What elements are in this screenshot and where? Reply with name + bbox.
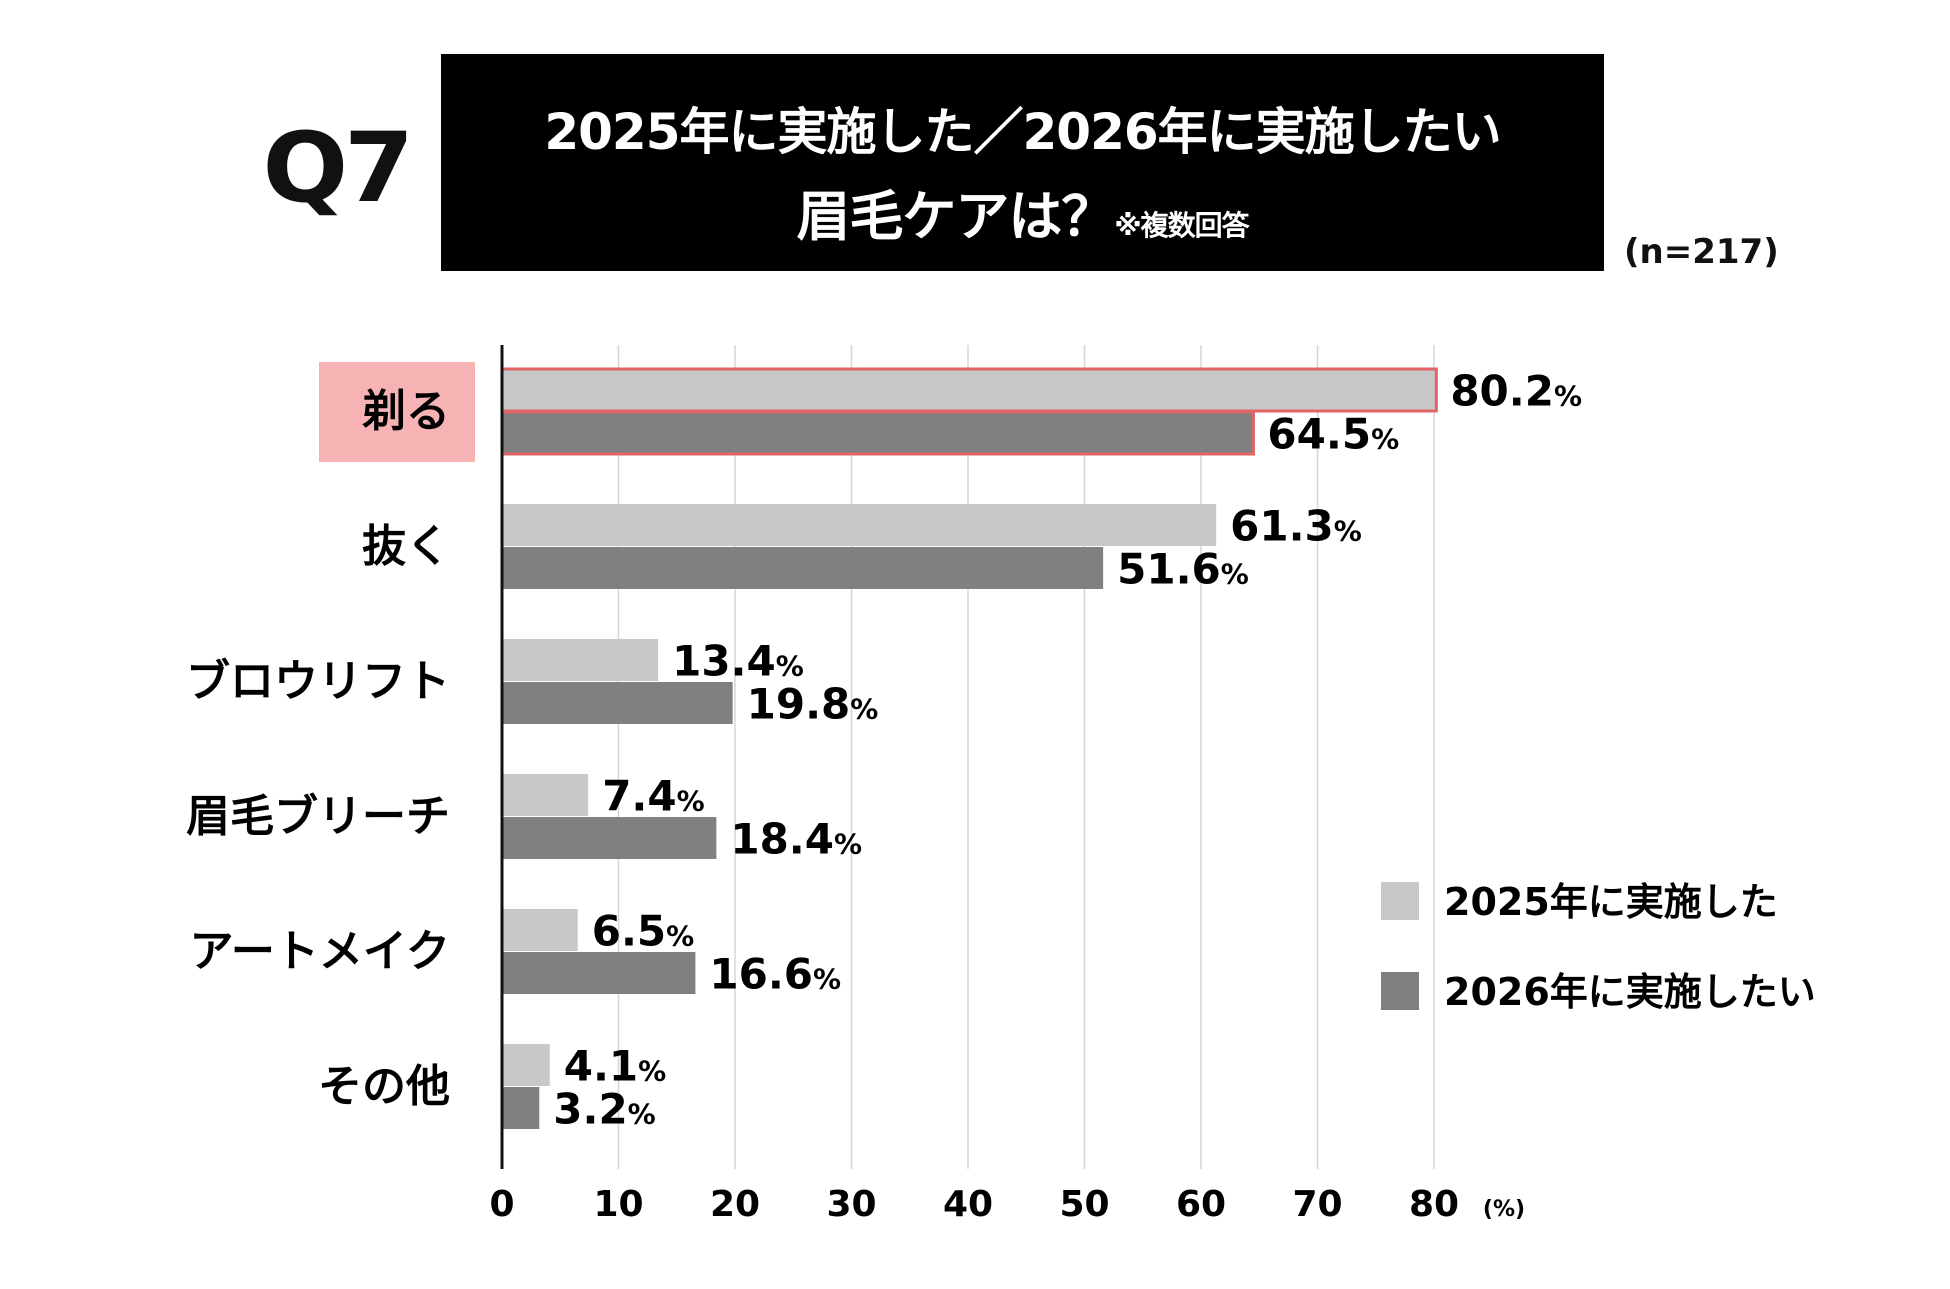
x-tick-label: 30 [826,1184,876,1225]
data-label: 80.2% [1450,367,1582,416]
data-label: 18.4% [730,815,862,864]
category-label: ブロウリフト [186,656,450,707]
bar-2025 [502,909,578,951]
data-label: 3.2% [553,1085,655,1134]
data-label: 4.1% [564,1042,666,1091]
x-tick-label: 80 [1409,1184,1459,1225]
category-label: 眉毛ブリーチ [186,791,450,842]
bar-2025 [502,639,659,681]
title-line1: 2025年に実施した／2026年に実施したい [544,103,1501,161]
bar-2025 [502,504,1217,546]
data-label: 6.5% [592,907,694,956]
x-tick-label: 40 [943,1184,993,1225]
bar-2026 [502,682,733,724]
bar-2026 [502,817,717,859]
bar-2026 [502,547,1104,589]
bar-2025 [500,367,1438,413]
data-label: 64.5% [1267,410,1399,459]
category-label: アートメイク [190,926,450,977]
question-number: Q7 [262,112,414,224]
category-label: その他 [318,1061,450,1112]
data-label: 61.3% [1230,502,1362,551]
legend-label: 2026年に実施したい [1444,970,1816,1014]
bar-2025 [502,774,589,816]
x-tick-label: 50 [1059,1184,1109,1225]
data-label: 13.4% [672,637,804,686]
x-tick-label: 70 [1292,1184,1342,1225]
x-tick-label: 60 [1176,1184,1226,1225]
title-box: 2025年に実施した／2026年に実施したい 眉毛ケアは？※複数回答 [441,54,1604,271]
category-label: 抜く [362,521,450,572]
data-label: 16.6% [709,950,841,999]
category-label: 剃る [362,386,450,437]
title-line2-wrap: 眉毛ケアは？※複数回答 [441,172,1604,251]
x-tick-label: 10 [593,1184,643,1225]
bar-2026 [502,1087,540,1129]
legend-label: 2025年に実施した [1444,880,1778,924]
x-unit: (%) [1483,1197,1525,1222]
data-label: 7.4% [602,772,704,821]
bar-2026 [502,952,696,994]
legend-swatch [1381,882,1419,920]
bar-2026 [500,410,1255,456]
x-tick-label: 0 [489,1184,514,1225]
highlight-label-bg [319,362,475,462]
sample-size: (n=217) [1624,232,1779,272]
legend-swatch [1381,972,1419,1010]
multiple-answer-note: ※複数回答 [1114,209,1249,242]
bar-2025 [502,1044,550,1086]
x-tick-label: 20 [710,1184,760,1225]
title-line2: 眉毛ケアは？ [796,185,1115,248]
data-label: 19.8% [747,680,879,729]
data-label: 51.6% [1117,545,1249,594]
